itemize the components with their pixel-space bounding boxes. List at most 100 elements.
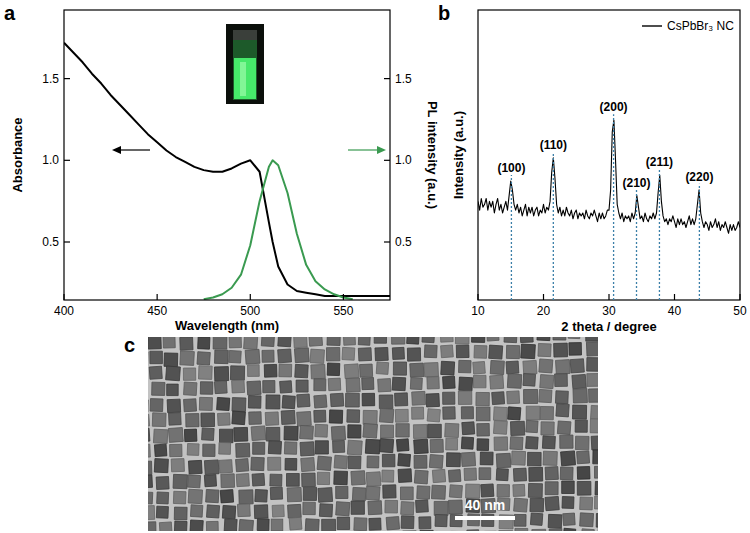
nanocrystal xyxy=(167,399,181,413)
nanocrystal xyxy=(342,347,355,360)
nanocrystal xyxy=(190,520,203,531)
nanocrystal xyxy=(368,501,382,515)
nanocrystal xyxy=(268,457,281,470)
nanocrystal xyxy=(326,348,339,361)
nanocrystal xyxy=(174,507,187,520)
nanocrystal xyxy=(432,469,445,482)
nanocrystal xyxy=(221,474,235,488)
series-line xyxy=(204,160,353,299)
nanocrystal xyxy=(166,366,181,381)
nanocrystal xyxy=(494,437,508,451)
nanocrystal xyxy=(396,439,409,452)
nanocrystal xyxy=(352,487,366,501)
nanocrystal xyxy=(198,366,212,380)
nanocrystal xyxy=(330,393,343,406)
scale-bar xyxy=(455,516,515,520)
nanocrystal xyxy=(572,374,586,388)
peak-label: (110) xyxy=(540,138,567,152)
y2-tick-label: 1.0 xyxy=(395,153,412,167)
nanocrystal xyxy=(520,337,533,343)
nanocrystal xyxy=(202,428,215,441)
nanocrystal xyxy=(590,419,598,433)
nanocrystal xyxy=(486,337,499,341)
nanocrystal xyxy=(540,406,553,419)
nanocrystal xyxy=(163,337,175,348)
nanocrystal xyxy=(199,397,212,410)
nanocrystal xyxy=(403,531,417,532)
nanocrystal xyxy=(187,443,199,455)
series-line xyxy=(478,120,740,233)
nanocrystal xyxy=(367,456,379,468)
nanocrystal xyxy=(237,504,250,517)
nanocrystal xyxy=(383,485,396,498)
nanocrystal xyxy=(441,345,454,358)
x-tick xyxy=(608,294,609,300)
nanocrystal xyxy=(156,506,168,518)
nanocrystal xyxy=(245,349,260,364)
peak-guide xyxy=(613,114,614,300)
nanocrystal xyxy=(381,425,394,438)
nanocrystal xyxy=(201,413,215,427)
y2-tick xyxy=(384,78,390,79)
nanocrystal xyxy=(314,379,326,391)
x-tick xyxy=(477,294,478,300)
nanocrystal xyxy=(188,489,202,503)
nanocrystal xyxy=(545,482,558,495)
nanocrystal xyxy=(281,410,295,424)
nanocrystal xyxy=(229,337,241,348)
nanocrystal xyxy=(455,337,469,344)
nanocrystal xyxy=(510,437,523,450)
nanocrystal xyxy=(443,407,455,419)
nanocrystal xyxy=(337,517,349,529)
peak-label: (210) xyxy=(623,176,651,190)
nanocrystal xyxy=(575,436,589,450)
nanocrystal xyxy=(150,351,163,364)
nanocrystal xyxy=(167,384,179,396)
nanocrystal xyxy=(480,452,493,465)
nanocrystal xyxy=(589,389,598,403)
nanocrystal xyxy=(376,362,388,374)
nanocrystal xyxy=(266,395,280,409)
nanocrystal xyxy=(358,337,370,345)
nanocrystal xyxy=(300,442,314,456)
nanocrystal xyxy=(219,442,231,454)
nanocrystal xyxy=(300,425,314,439)
nanocrystal xyxy=(434,501,448,515)
nanocrystal xyxy=(310,349,324,363)
nanocrystal xyxy=(395,393,408,406)
nanocrystal xyxy=(414,470,428,484)
nanocrystal xyxy=(530,513,542,525)
nanocrystal xyxy=(539,359,553,373)
plot-frame xyxy=(478,10,740,300)
nanocrystal xyxy=(171,459,184,472)
x-tick xyxy=(63,294,64,300)
nanocrystal xyxy=(514,514,526,526)
nanocrystal xyxy=(496,453,511,468)
nanocrystal xyxy=(414,439,428,453)
nanocrystal xyxy=(244,337,258,349)
nanocrystal xyxy=(346,393,360,407)
peak-guide xyxy=(699,184,700,300)
nanocrystal xyxy=(493,420,507,434)
nanocrystal xyxy=(148,506,155,520)
nanocrystal xyxy=(334,471,348,485)
nanocrystal xyxy=(188,460,202,474)
nanocrystal xyxy=(529,467,543,481)
x-tick xyxy=(739,294,740,300)
nanocrystal xyxy=(253,442,265,454)
nanocrystal xyxy=(198,337,210,349)
nanocrystal xyxy=(591,436,598,450)
figure: 4004505005500.51.01.50.51.01.5Wavelength… xyxy=(0,0,750,533)
arrow-absorbance xyxy=(118,149,150,150)
nanocrystal xyxy=(532,529,546,531)
nanocrystal xyxy=(575,420,587,432)
nanocrystal xyxy=(511,451,525,465)
nanocrystal xyxy=(554,343,568,357)
nanocrystal xyxy=(203,444,215,456)
nanocrystal xyxy=(347,440,362,455)
nanocrystal xyxy=(598,528,599,531)
nanocrystal xyxy=(594,466,598,478)
nanocrystal xyxy=(577,467,590,480)
nanocrystal xyxy=(220,490,233,503)
nanocrystal xyxy=(152,382,165,395)
